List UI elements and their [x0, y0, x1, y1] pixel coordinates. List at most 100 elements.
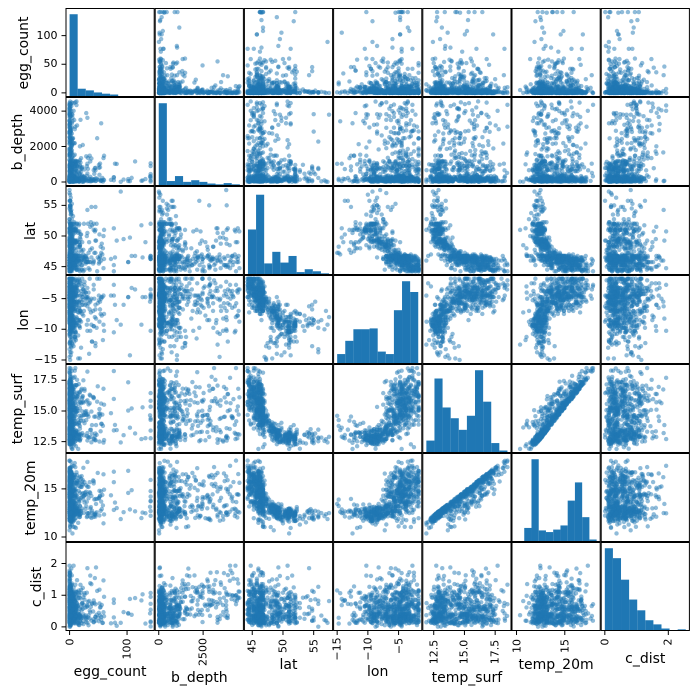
panel-c_dist-vs-lat [244, 542, 333, 631]
y-tick-label-temp_surf: 17.5 [33, 373, 58, 387]
panel-temp_surf-vs-c_dist [601, 364, 690, 453]
panel-b_depth-vs-temp_20m [512, 97, 601, 186]
y-tick-label-b_depth: 4000 [29, 104, 58, 118]
y-tick-label-temp_20m: 10 [43, 529, 58, 543]
panel-c_dist-vs-temp_surf [422, 542, 511, 631]
x-tick-label-lat: 55 [307, 638, 321, 653]
panel-temp_surf-vs-b_depth [155, 364, 244, 453]
y-tick-label-lat: 50 [43, 229, 58, 243]
y-tick-label-b_depth: 0 [50, 174, 58, 188]
y-tick-label-temp_surf: 15.0 [33, 403, 58, 417]
panel-egg_count-vs-b_depth [155, 8, 244, 97]
panel-hist-lat [244, 186, 333, 275]
panel-b_depth-vs-egg_count [66, 97, 155, 186]
panel-temp_20m-vs-egg_count [66, 453, 155, 542]
panel-hist-temp_20m [512, 453, 601, 542]
x-tick-label-egg_count: 0 [63, 638, 77, 646]
y-tick-label-lat: 45 [43, 259, 58, 273]
axis-label-x-b_depth: b_depth [170, 670, 228, 686]
panel-lat-vs-lon [333, 186, 422, 275]
panel-egg_count-vs-temp_surf [422, 8, 511, 97]
panel-hist-b_depth [155, 97, 244, 186]
panel-temp_surf-vs-temp_20m [512, 364, 601, 453]
x-tick-label-c_dist: 2 [661, 638, 675, 646]
y-tick-label-c_dist: 0 [50, 619, 58, 633]
panel-egg_count-vs-lon [333, 8, 422, 97]
y-tick-label-temp_20m: 15 [43, 481, 58, 495]
panel-temp_20m-vs-b_depth [155, 453, 244, 542]
x-tick-label-lat: 50 [276, 638, 290, 653]
panel-temp_20m-vs-temp_surf [422, 453, 511, 542]
x-tick-label-temp_surf: 12.5 [427, 639, 441, 665]
x-tick-label-temp_surf: 17.5 [488, 639, 502, 665]
axis-label-y-temp_surf: temp_surf [9, 373, 26, 444]
y-tick-label-egg_count: 50 [43, 57, 58, 71]
x-tick-label-egg_count: 100 [120, 638, 134, 660]
x-tick-label-temp_20m: 10 [510, 638, 524, 653]
y-tick-label-c_dist: 1 [50, 588, 58, 602]
panel-lon-vs-b_depth [155, 275, 244, 364]
panel-lat-vs-b_depth [155, 186, 244, 275]
panel-temp_20m-vs-c_dist [601, 453, 690, 542]
x-tick-label-lat: 45 [245, 638, 259, 653]
panel-c_dist-vs-lon [333, 542, 422, 631]
y-tick-label-lon: −10 [34, 322, 58, 336]
panel-lon-vs-temp_surf [422, 275, 511, 364]
panel-c_dist-vs-temp_20m [512, 542, 601, 631]
panel-lon-vs-egg_count [66, 275, 155, 364]
x-tick-label-b_depth: 2500 [196, 638, 210, 666]
y-tick-label-temp_surf: 12.5 [33, 434, 58, 448]
axis-label-x-lon: lon [367, 663, 389, 680]
panel-c_dist-vs-egg_count [66, 542, 155, 631]
panel-lat-vs-temp_20m [512, 186, 601, 275]
x-tick-label-temp_20m: 15 [558, 638, 572, 653]
panel-lon-vs-lat [244, 275, 333, 364]
x-tick-label-lon: −10 [361, 637, 375, 661]
panel-lon-vs-c_dist [601, 275, 690, 364]
panel-lat-vs-temp_surf [422, 186, 511, 275]
axis-label-x-egg_count: egg_count [73, 663, 147, 680]
axis-label-y-c_dist: c_dist [29, 566, 45, 607]
panel-b_depth-vs-c_dist [601, 97, 690, 186]
x-tick-label-temp_surf: 15.0 [457, 639, 471, 665]
axis-label-x-temp_surf: temp_surf [431, 670, 503, 686]
panel-temp_surf-vs-egg_count [66, 364, 155, 453]
panel-b_depth-vs-lat [244, 97, 333, 186]
panel-hist-c_dist [601, 542, 690, 631]
panel-hist-temp_surf [422, 364, 511, 453]
y-tick-label-egg_count: 0 [50, 85, 58, 99]
x-tick-label-lon: −15 [330, 637, 344, 661]
y-tick-label-egg_count: 100 [36, 28, 58, 42]
axis-label-y-lat: lat [22, 221, 39, 240]
panel-b_depth-vs-temp_surf [422, 97, 511, 186]
panel-lat-vs-c_dist [601, 186, 690, 275]
axis-label-x-lat: lat [279, 657, 298, 673]
y-tick-label-lon: −15 [34, 352, 58, 366]
panel-temp_surf-vs-lat [244, 364, 333, 453]
axis-label-y-egg_count: egg_count [16, 16, 32, 89]
axis-label-y-lon: lon [16, 308, 32, 331]
panel-temp_20m-vs-lon [333, 453, 422, 542]
x-tick-label-b_depth: 0 [152, 638, 166, 646]
x-tick-label-c_dist: 0 [598, 638, 612, 646]
panel-egg_count-vs-c_dist [601, 8, 690, 97]
axis-label-y-temp_20m: temp_20m [22, 459, 39, 536]
y-tick-label-b_depth: 2000 [29, 139, 58, 153]
panel-hist-lon [333, 275, 422, 364]
panel-egg_count-vs-lat [244, 8, 333, 97]
panel-hist-egg_count [66, 8, 155, 97]
y-tick-label-c_dist: 2 [50, 556, 58, 570]
x-tick-label-lon: −5 [392, 637, 406, 654]
panel-lon-vs-temp_20m [512, 275, 601, 364]
panel-c_dist-vs-b_depth [155, 542, 244, 631]
panel-temp_surf-vs-lon [333, 364, 422, 453]
axis-label-x-c_dist: c_dist [625, 650, 666, 667]
panel-egg_count-vs-temp_20m [512, 8, 601, 97]
panel-lat-vs-egg_count [66, 186, 155, 275]
axis-label-y-b_depth: b_depth [9, 113, 26, 170]
panel-temp_20m-vs-lat [244, 453, 333, 542]
panel-b_depth-vs-lon [333, 97, 422, 186]
axis-label-x-temp_20m: temp_20m [518, 657, 594, 673]
